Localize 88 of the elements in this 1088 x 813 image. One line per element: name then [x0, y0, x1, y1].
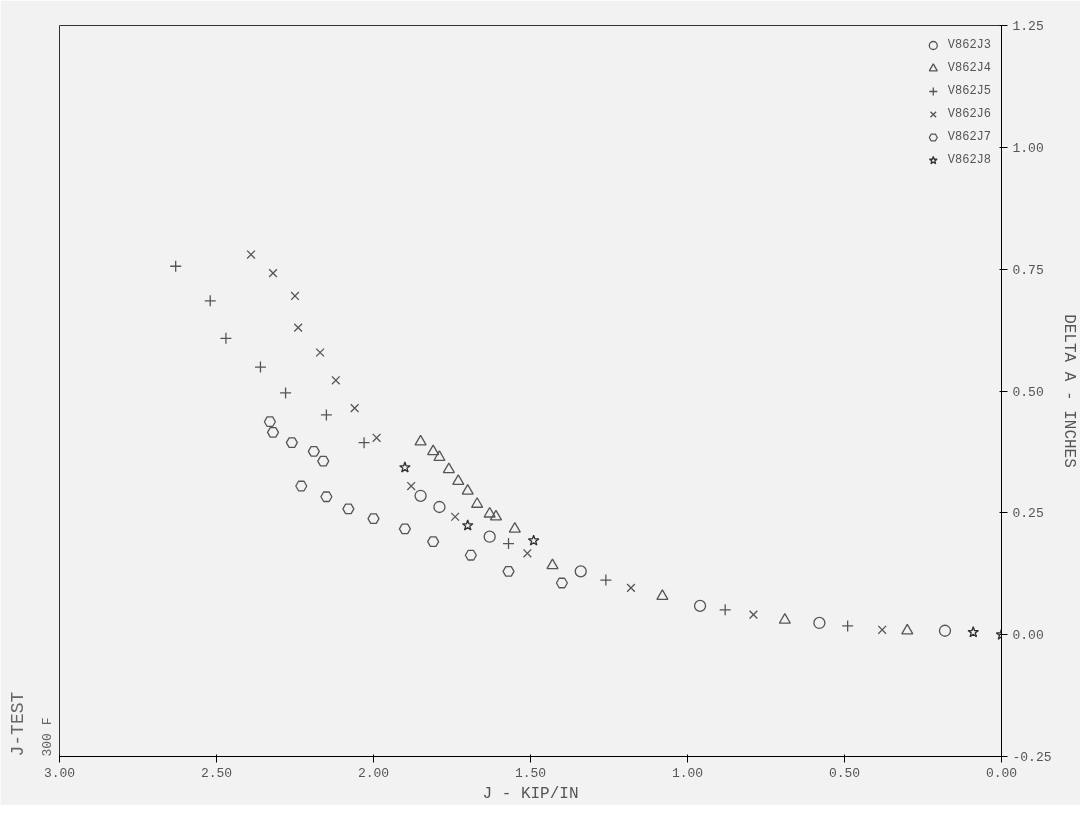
- point: [938, 624, 952, 637]
- point: [967, 626, 980, 638]
- point: [464, 549, 477, 561]
- point: [357, 436, 371, 449]
- point: [748, 610, 758, 620]
- x-tick-label: 0.00: [985, 765, 1018, 781]
- y-tick-label: 0.50: [1012, 384, 1044, 400]
- point: [399, 461, 411, 473]
- point: [350, 403, 360, 413]
- point: [841, 619, 854, 633]
- legend-label: V862J6: [947, 107, 991, 121]
- x-tick-label: 3.00: [43, 765, 76, 781]
- point: [285, 437, 299, 449]
- point: [599, 573, 613, 587]
- x-tick-label: 2.00: [357, 765, 390, 781]
- point: [317, 455, 330, 467]
- point: [398, 523, 412, 535]
- point: [263, 416, 277, 428]
- point: [502, 565, 515, 577]
- y-tick-label: 0.75: [1012, 262, 1044, 278]
- legend-label: V862J7: [947, 130, 991, 144]
- point: [290, 291, 300, 301]
- point: [483, 506, 496, 518]
- point: [442, 462, 456, 474]
- x-tick-label: 2.50: [200, 765, 233, 781]
- x-tick-label: 1.00: [671, 765, 704, 781]
- point: [461, 483, 474, 495]
- point: [219, 332, 233, 345]
- text: 300 F: [39, 717, 55, 757]
- point: [656, 589, 669, 600]
- point: [293, 323, 303, 333]
- point: [406, 481, 416, 491]
- point: [693, 599, 707, 613]
- legend-label: V862J5: [947, 84, 991, 98]
- point: [279, 386, 292, 400]
- legend-label: V862J4: [947, 61, 991, 75]
- y-tick-label: 0.00: [1012, 628, 1044, 644]
- text: J-TEST: [7, 691, 28, 757]
- point: [427, 536, 440, 547]
- point: [508, 521, 521, 533]
- point: [307, 446, 320, 457]
- point: [433, 500, 446, 514]
- y-axis-title: DELTA A - INCHES: [1059, 314, 1078, 468]
- point: [204, 294, 217, 307]
- point: [522, 548, 532, 558]
- point: [268, 268, 278, 278]
- point: [320, 491, 333, 503]
- point: [470, 497, 484, 508]
- point: [427, 444, 440, 456]
- point: [331, 375, 341, 385]
- legend-label: V862J8: [947, 153, 991, 167]
- y-tick-label: 0.25: [1012, 506, 1044, 522]
- y-tick-label: 1.25: [1012, 19, 1044, 34]
- point: [266, 427, 280, 438]
- x-tick-label: 1.50: [514, 765, 547, 781]
- point: [626, 583, 636, 593]
- point: [342, 503, 355, 515]
- point: [555, 577, 569, 589]
- point: [452, 474, 465, 485]
- y-tick-label: -0.25: [1012, 750, 1052, 765]
- point: [169, 260, 182, 273]
- point: [414, 434, 427, 446]
- point: [254, 360, 267, 374]
- point: [295, 480, 308, 492]
- point: [778, 613, 791, 624]
- point: [877, 625, 887, 635]
- point: [461, 519, 474, 531]
- x-tick-label: 0.50: [828, 765, 861, 781]
- x-axis-title: J - KIP/IN: [482, 784, 579, 803]
- point: [813, 616, 826, 630]
- point: [502, 537, 515, 550]
- point: [367, 513, 380, 525]
- legend-label: V862J3: [947, 38, 991, 52]
- point: [414, 489, 427, 502]
- point: [489, 509, 503, 521]
- point: [546, 558, 559, 570]
- point: [574, 565, 587, 578]
- point: [450, 512, 460, 522]
- point: [901, 623, 914, 635]
- point: [246, 250, 256, 260]
- y-tick-label: 1.00: [1012, 140, 1044, 156]
- point: [527, 534, 540, 546]
- point: [320, 408, 333, 422]
- point: [483, 530, 496, 543]
- point: [433, 450, 446, 462]
- point: [719, 603, 732, 616]
- point: [372, 433, 382, 443]
- point: [315, 347, 325, 358]
